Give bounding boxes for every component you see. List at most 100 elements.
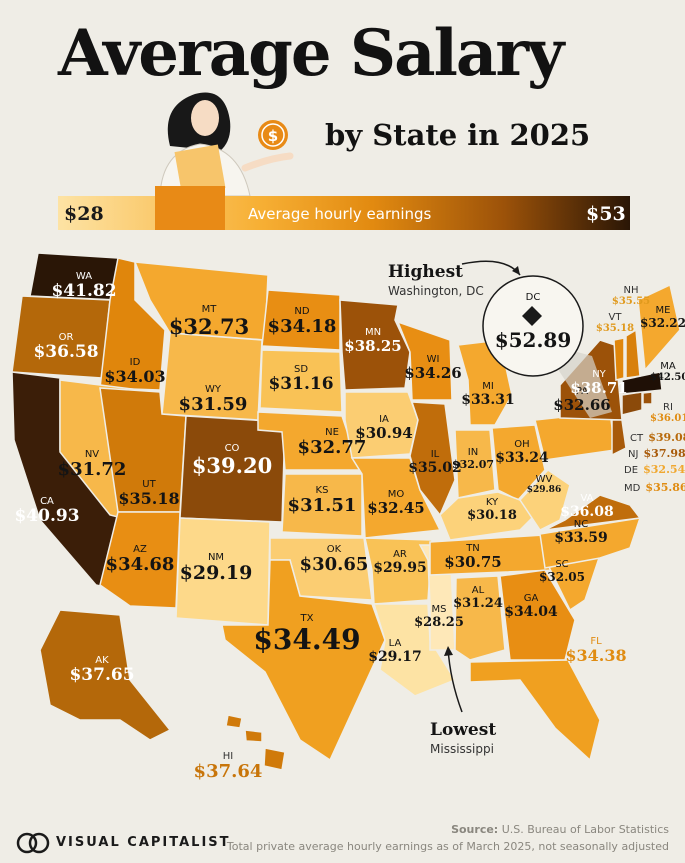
state-wv: [519, 469, 571, 531]
state-label-in: IN $32.07: [451, 447, 495, 471]
brand-name: VISUAL CAPITALIST: [56, 835, 231, 850]
state-label-nv: NV $31.72: [57, 449, 127, 480]
state-il: [409, 401, 456, 517]
illustration-skirt: [155, 186, 225, 230]
state-label-nm: NM $29.19: [179, 552, 253, 584]
state-oh: [491, 424, 546, 501]
state-label-nc: NC $33.59: [554, 519, 608, 546]
state-label-ri: RI $36.01: [650, 402, 685, 424]
state-ak: [39, 609, 172, 741]
state-fl: [469, 659, 601, 762]
state-label-fl: FL $34.38: [565, 636, 627, 665]
state-label-de: DE $32.54: [624, 463, 685, 476]
state-label-ak: AK $37.65: [69, 655, 135, 685]
visual-capitalist-logo-icon: [16, 832, 50, 854]
state-label-wa: WA $41.82: [51, 271, 117, 301]
highest-title: Highest: [388, 262, 464, 282]
highest-arrow-head: [512, 266, 520, 275]
state-label-id: ID $34.03: [104, 357, 166, 386]
legend-label: Average hourly earnings: [248, 205, 432, 223]
state-me: [637, 283, 681, 372]
state-label-co: CO $39.20: [191, 443, 273, 478]
source-label: Source:: [451, 823, 499, 836]
state-label-nh: NH $35.55: [611, 285, 651, 307]
state-id: [99, 257, 166, 391]
state-label-ma: MA $42.50: [650, 361, 685, 383]
state-va: [544, 494, 642, 531]
highest-subtitle: Washington, DC: [388, 284, 484, 298]
state-label-wi: WI $34.26: [404, 354, 462, 382]
state-label-vt: VT $35.18: [595, 312, 635, 334]
lowest-title: Lowest: [430, 720, 497, 740]
state-ga: [499, 569, 576, 661]
state-label-oh: OH $33.24: [495, 439, 549, 466]
state-label-al: AL $31.24: [453, 585, 503, 611]
state-label-wy: WY $31.59: [178, 384, 248, 415]
state-nd: [261, 289, 341, 351]
dc-value: $52.89: [494, 328, 572, 352]
state-label-ga: GA $34.04: [504, 593, 558, 620]
state-label-nj: NJ $37.98: [628, 447, 685, 460]
state-ri: [642, 391, 653, 405]
state-label-sd: SD $31.16: [268, 364, 334, 394]
state-label-ky: KY $30.18: [467, 497, 517, 523]
state-label-sc: SC $32.05: [539, 559, 585, 584]
state-label-hi: HI $37.64: [193, 751, 263, 782]
state-label-ny: NY $38.71: [570, 369, 628, 397]
legend-min: $28: [64, 203, 104, 225]
state-label-ia: IA $30.94: [355, 414, 413, 442]
coin-icon: $: [258, 120, 288, 150]
lowest-arrow-head: [444, 646, 453, 656]
state-label-me: ME $32.22: [640, 305, 685, 330]
highest-arrow: [461, 260, 521, 276]
source-note: Source: U.S. Bureau of Labor Statistics …: [227, 822, 669, 855]
woman-illustration: [159, 92, 294, 196]
state-label-mo: MO $32.45: [367, 489, 425, 517]
state-label-ms: MS $28.25: [414, 604, 464, 630]
state-ne: [257, 411, 362, 471]
state-hi: [225, 714, 243, 729]
state-label-nd: ND $34.18: [267, 306, 337, 337]
state-al: [454, 575, 506, 661]
legend-max: $53: [586, 203, 626, 225]
state-label-or: OR $36.58: [33, 332, 99, 362]
dc-shape: [522, 306, 542, 326]
svg-text:$: $: [268, 127, 278, 145]
state-label-ca: CA $40.93: [14, 496, 80, 526]
state-la: [372, 603, 457, 697]
state-label-ne: NE $32.77: [297, 427, 367, 458]
state-mn: [339, 299, 411, 391]
state-ks: [281, 473, 363, 537]
state-az: [99, 511, 181, 609]
state-label-pa: PA $32.66: [553, 386, 611, 414]
state-label-tn: TN $30.75: [444, 543, 502, 571]
state-nj: [611, 419, 627, 457]
state-label-va: VA $36.08: [560, 493, 614, 520]
state-label-md: MD $35.86: [624, 481, 685, 494]
state-label-mn: MN $38.25: [344, 327, 402, 355]
state-vt: [613, 337, 625, 381]
dc-callout-circle: [482, 275, 584, 377]
state-in: [454, 429, 496, 499]
state-ma: [621, 371, 663, 395]
state-label-mi: MI $33.31: [461, 381, 515, 408]
state-label-tx: TX $34.49: [253, 613, 361, 656]
state-label-az: AZ $34.68: [105, 544, 175, 575]
page-title: Average Salary: [58, 16, 564, 91]
footnote: Total private average hourly earnings as…: [226, 839, 669, 853]
dc-label: DC: [525, 292, 541, 303]
legend-gradient: [58, 196, 630, 230]
state-sd: [259, 349, 343, 413]
source-text: U.S. Bureau of Labor Statistics: [501, 823, 669, 836]
state-label-ok: OK $30.65: [299, 544, 369, 575]
state-tx: [221, 559, 386, 762]
lowest-subtitle: Mississippi: [430, 742, 494, 756]
state-hi-2: [244, 729, 263, 743]
state-label-ar: AR $29.95: [373, 549, 427, 576]
state-nh: [625, 328, 641, 379]
state-label-la: LA $29.17: [368, 638, 422, 665]
state-label-ks: KS $31.51: [287, 485, 357, 516]
state-label-mt: MT $32.73: [168, 304, 250, 339]
state-ar: [364, 537, 433, 605]
